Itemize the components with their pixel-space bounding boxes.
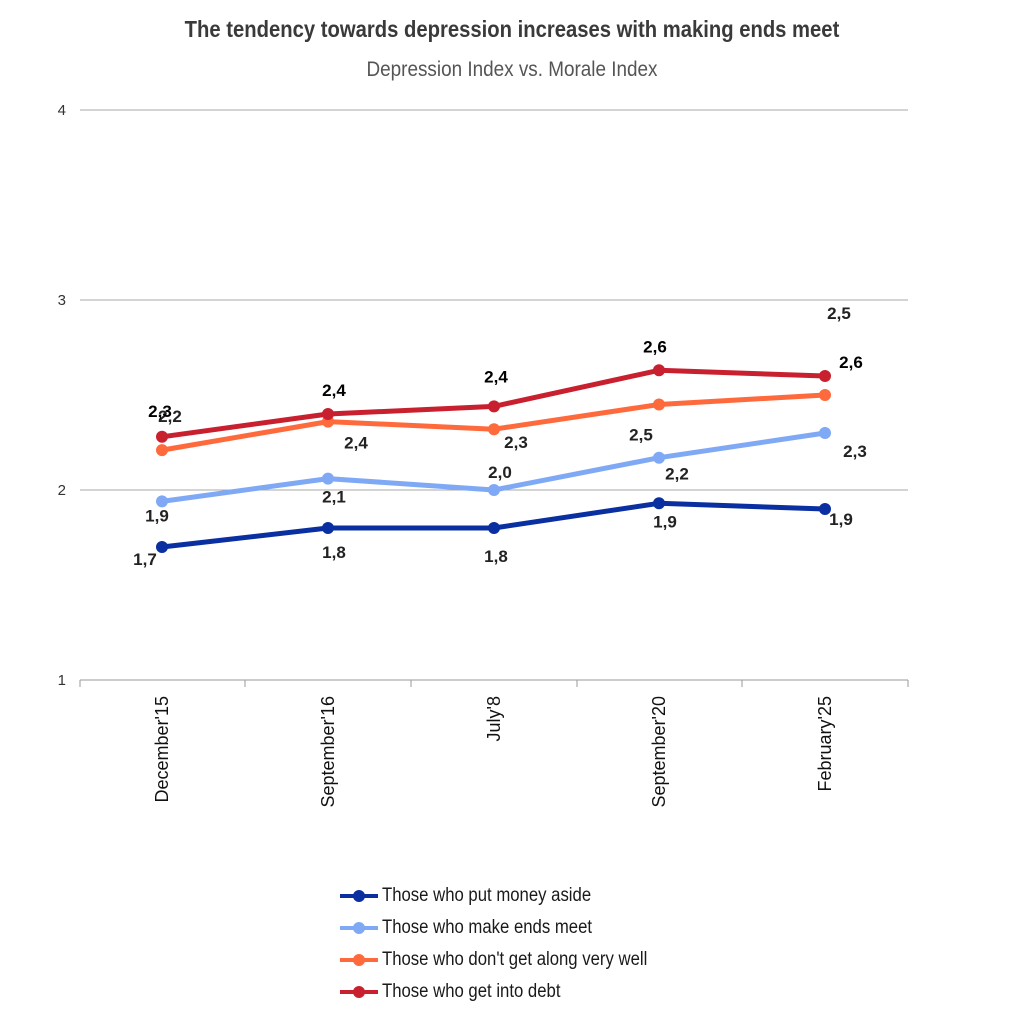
y-axis-ticks: 1 2 3 4 <box>58 102 66 689</box>
data-label: 2,4 <box>344 434 368 453</box>
legend-swatch <box>340 922 378 934</box>
legend-swatch <box>340 954 378 966</box>
y-tick-label: 3 <box>58 292 66 309</box>
data-label: 2,5 <box>827 304 851 323</box>
data-labels: 1,7 1,8 1,81,9 1,91,92,12,0 2,22,32,22,4 2,3 2… <box>133 304 867 569</box>
data-point <box>653 451 665 464</box>
legend-swatch <box>340 986 378 998</box>
data-point <box>156 430 168 443</box>
data-point <box>488 423 500 436</box>
data-label: 2,3 <box>504 433 528 452</box>
data-label: 2,6 <box>839 353 863 372</box>
data-point <box>156 541 168 553</box>
data-label: 2,3 <box>148 402 172 421</box>
legend-item: Those who don't get along very well <box>340 944 683 976</box>
data-point <box>653 497 665 510</box>
data-label: 1,9 <box>653 512 677 531</box>
data-label: 1,8 <box>484 547 508 566</box>
x-tick-label: July'8 <box>484 696 504 741</box>
data-point <box>819 389 831 401</box>
chart-subtitle: Depression Index vs. Morale Index <box>366 58 658 81</box>
data-label: 1,7 <box>133 550 157 569</box>
data-point <box>488 522 500 534</box>
x-tick-label: December'15 <box>152 696 172 803</box>
data-point <box>819 503 831 515</box>
data-point <box>819 427 831 439</box>
data-label: 2,4 <box>322 381 346 400</box>
chart-title: The tendency towards depression increase… <box>184 16 840 42</box>
data-point <box>653 398 665 411</box>
legend-item: Those who get into debt <box>340 976 683 1008</box>
x-axis-ticks: December'15 September'16 July'8 September'2… <box>79 680 909 808</box>
y-tick-label: 1 <box>58 672 66 689</box>
data-label: 2,4 <box>484 367 508 386</box>
data-point <box>653 364 665 377</box>
data-label: 2,2 <box>158 407 182 426</box>
x-tick-label: September'20 <box>649 696 669 808</box>
data-label: 1,9 <box>145 506 169 525</box>
data-label: 2,3 <box>843 442 867 461</box>
data-point <box>819 370 831 382</box>
legend-label: Those who put money aside <box>382 885 592 906</box>
legend-swatch <box>340 890 378 902</box>
data-point <box>322 472 334 485</box>
data-label: 2,5 <box>629 426 653 445</box>
data-point <box>488 400 500 413</box>
data-point <box>156 495 168 508</box>
data-label: 2,1 <box>322 488 346 507</box>
legend-label: Those who get into debt <box>382 981 561 1002</box>
data-label: 2,0 <box>488 463 512 482</box>
legend-label: Those who don't get along very well <box>382 949 648 970</box>
legend-item: Those who put money aside <box>340 880 683 912</box>
chart-legend: Those who put money aside Those who make… <box>340 880 683 1008</box>
data-label: 1,8 <box>322 543 346 562</box>
x-tick-label: September'16 <box>318 696 338 808</box>
y-tick-label: 2 <box>58 482 66 499</box>
data-label: 1,9 <box>829 510 853 529</box>
legend-item: Those who make ends meet <box>340 912 683 944</box>
data-point <box>156 444 168 457</box>
data-point <box>322 522 334 534</box>
legend-label: Those who make ends meet <box>382 917 593 938</box>
data-label: 2,2 <box>665 465 689 484</box>
y-tick-label: 4 <box>58 102 66 119</box>
data-label: 2,6 <box>643 337 667 356</box>
x-tick-label: February'25 <box>815 696 835 791</box>
data-point <box>488 484 500 496</box>
series-lines <box>156 364 831 553</box>
data-point <box>322 408 334 420</box>
